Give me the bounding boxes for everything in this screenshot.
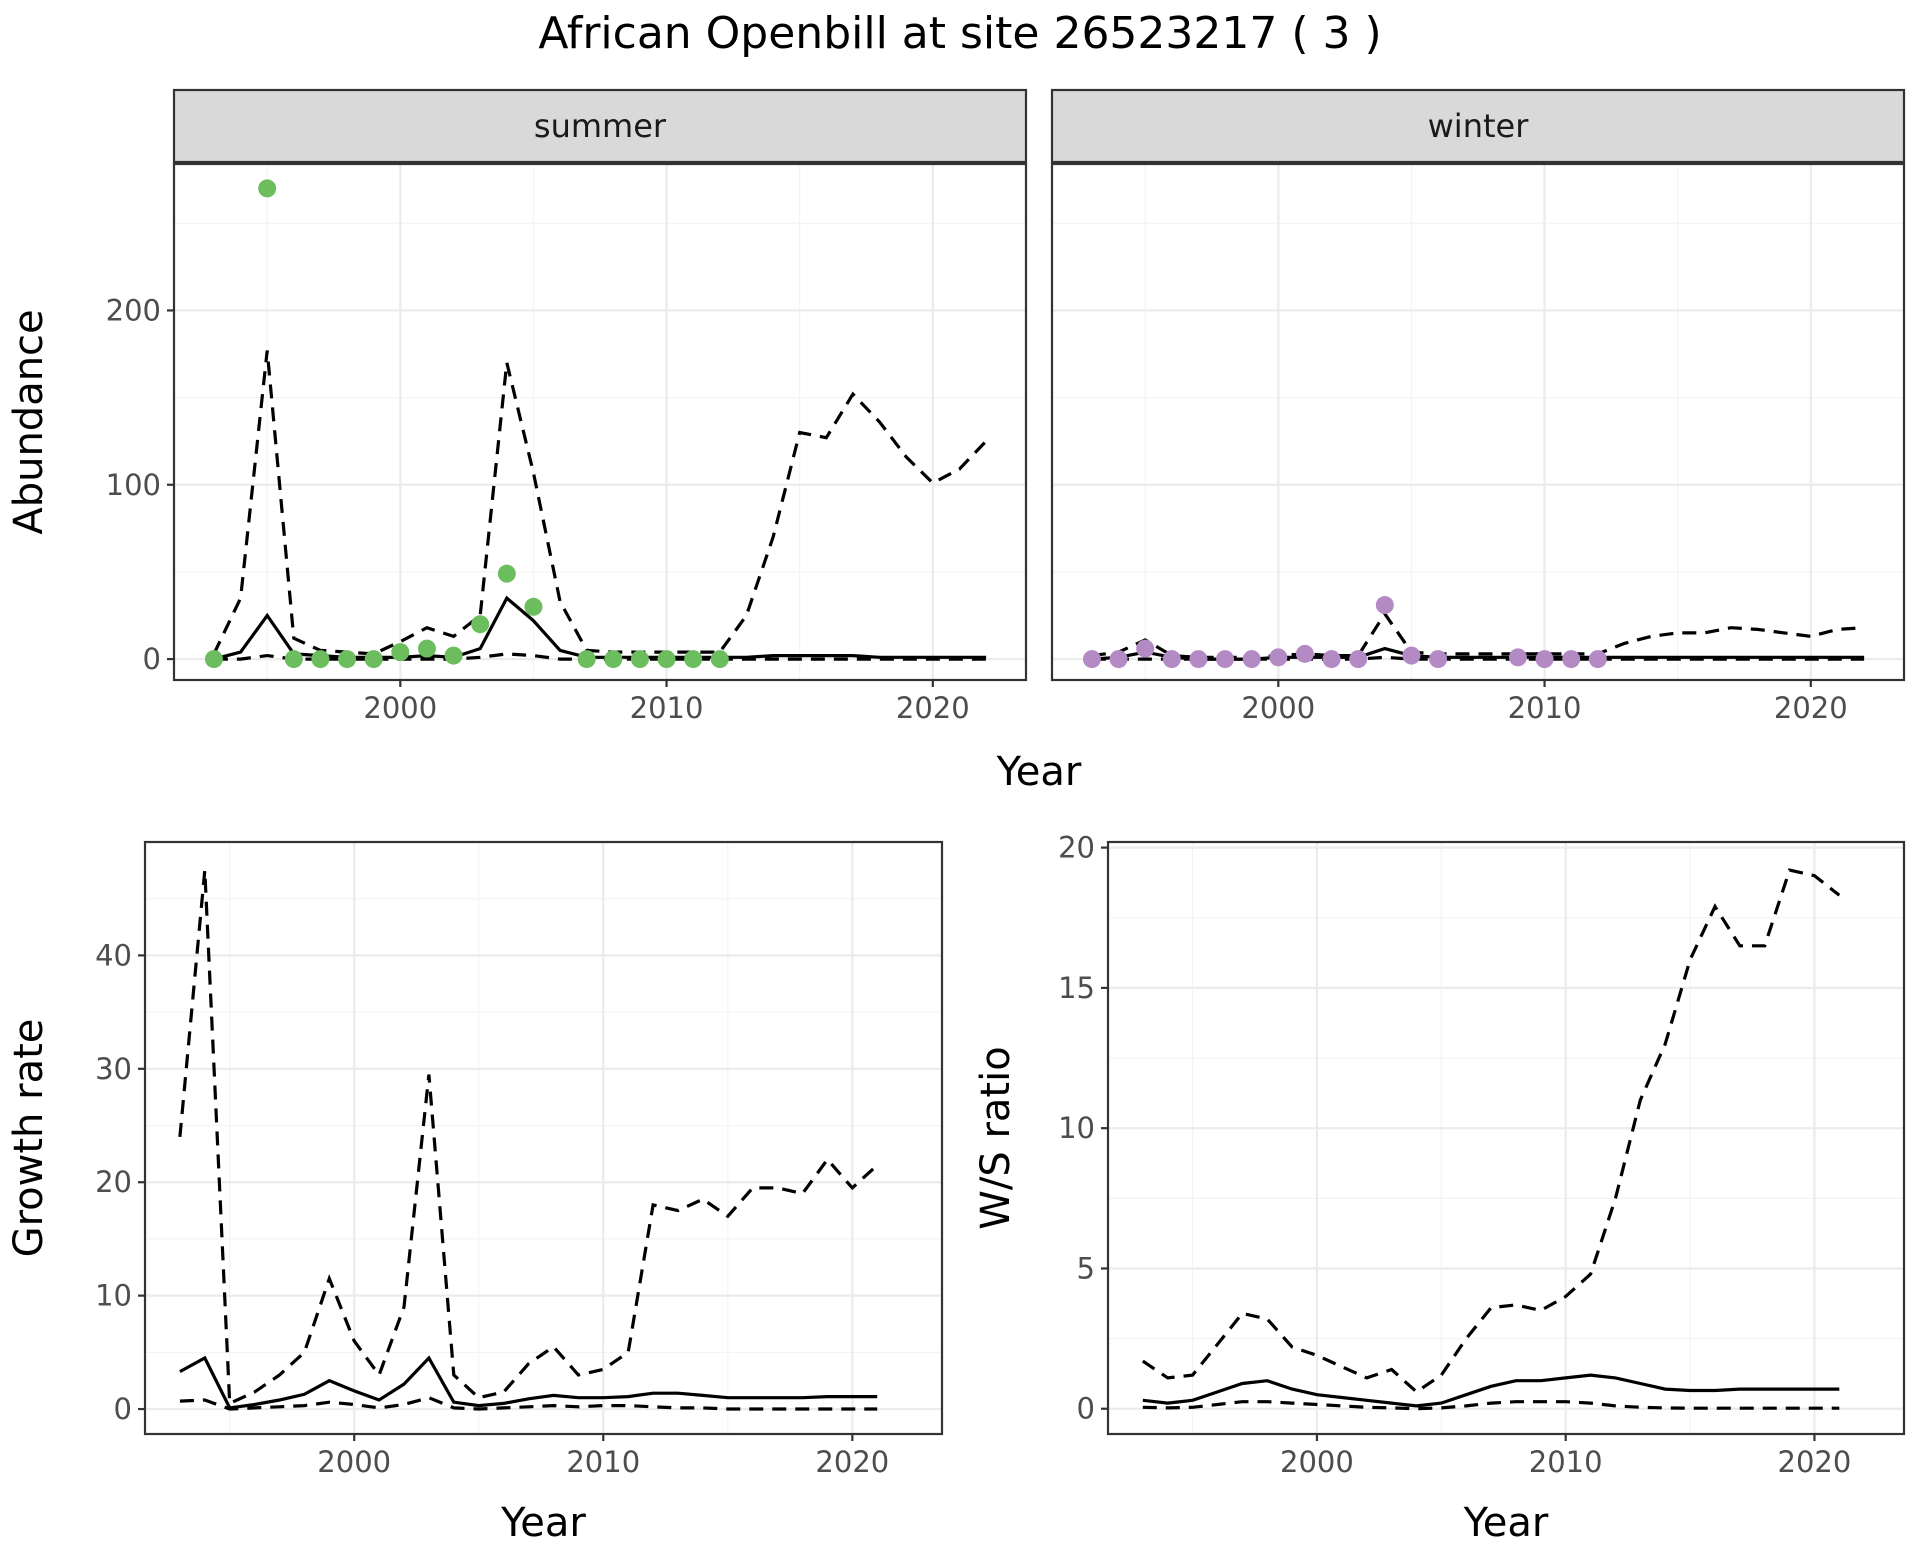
winter-observation-point	[1136, 639, 1155, 658]
winter-observation-point	[1322, 650, 1341, 669]
y-tick-label: 100	[106, 468, 161, 502]
x-tick-label: 2020	[1774, 691, 1848, 725]
ratio-estimate-line	[1142, 1373, 1840, 1408]
winter-observation-point	[1162, 650, 1181, 669]
winter-observation-point	[1109, 650, 1128, 669]
growth-estimate-line	[179, 1355, 878, 1410]
top-x-axis-title: Year	[996, 749, 1082, 795]
growth-x-axis-title: Year	[500, 1500, 586, 1546]
y-tick-label: 15	[1058, 971, 1095, 1005]
y-tick-label: 20	[1058, 831, 1095, 865]
winter-observation-point	[1242, 650, 1261, 669]
x-tick-label: 2020	[815, 1445, 889, 1479]
winter-strip	[1050, 88, 1906, 164]
winter-observation-point	[1535, 650, 1554, 669]
winter-panel: winter 2000 2010 2020	[1050, 88, 1906, 725]
summer-lower-line	[213, 652, 987, 661]
x-tick-label: 2010	[566, 1445, 640, 1479]
x-tick-label: 2020	[896, 691, 970, 725]
winter-panel-border	[1050, 162, 1906, 682]
ratio-upper-line	[1141, 868, 1841, 1394]
summer-panel: summer 2000 2010 2020 0 100 200 Abundance	[6, 88, 1028, 725]
summer-observation-point	[524, 597, 543, 616]
summer-observation-point	[417, 639, 436, 658]
ratio-x-axis-title: Year	[1463, 1500, 1549, 1546]
winter-observation-point	[1375, 596, 1394, 615]
x-tick-label: 2020	[1778, 1445, 1852, 1479]
ratio-panel-border	[1106, 840, 1906, 1436]
y-tick-label: 0	[143, 642, 161, 676]
growth-lower-line	[179, 1396, 878, 1411]
summer-observation-point	[258, 179, 277, 198]
summer-estimate-line	[213, 595, 987, 661]
winter-observation-point	[1349, 650, 1368, 669]
y-tick-label: 5	[1077, 1251, 1095, 1285]
winter-observation-point	[1269, 648, 1288, 667]
winter-observation-point	[1508, 648, 1527, 667]
winter-observation-point	[1588, 650, 1607, 669]
y-tick-label: 200	[106, 293, 161, 327]
summer-observation-point	[471, 615, 490, 634]
x-tick-label: 2010	[630, 691, 704, 725]
summer-observation-point	[364, 650, 383, 669]
summer-y-axis-title: Abundance	[6, 309, 52, 534]
figure-title: African Openbill at site 26523217 ( 3 )	[538, 8, 1381, 59]
summer-observation-point	[204, 650, 223, 669]
summer-observation-point	[604, 650, 623, 669]
y-tick-label: 30	[95, 1052, 132, 1086]
growth-upper-line	[178, 870, 879, 1406]
winter-observation-point	[1082, 650, 1101, 669]
winter-upper-line	[1091, 610, 1865, 659]
x-tick-label: 2000	[1280, 1445, 1354, 1479]
ratio-panel: 2000 2010 2020 0 5 10 15 20 W/S ratio Year	[973, 831, 1906, 1546]
x-tick-label: 2000	[363, 691, 437, 725]
summer-observation-point	[577, 650, 596, 669]
summer-observation-point	[497, 564, 516, 583]
summer-strip	[172, 88, 1028, 164]
winter-strip-label: winter	[1428, 107, 1530, 145]
x-tick-label: 2010	[1508, 691, 1582, 725]
winter-observation-point	[1562, 650, 1581, 669]
summer-observation-point	[338, 650, 357, 669]
winter-observation-point	[1295, 644, 1314, 663]
summer-observation-point	[630, 650, 649, 669]
ratio-y-axis-title: W/S ratio	[973, 1046, 1019, 1229]
summer-observation-point	[311, 650, 330, 669]
summer-strip-label: summer	[534, 107, 667, 145]
summer-observation-point	[391, 643, 410, 662]
growth-y-axis-title: Growth rate	[6, 1019, 52, 1258]
winter-observation-point	[1429, 650, 1448, 669]
y-tick-label: 40	[95, 938, 132, 972]
winter-observation-point	[1402, 646, 1421, 665]
y-tick-label: 10	[1058, 1111, 1095, 1145]
summer-observation-point	[710, 650, 729, 669]
winter-observation-point	[1189, 650, 1208, 669]
y-tick-label: 0	[114, 1392, 132, 1426]
ratio-lower-line	[1142, 1400, 1840, 1411]
summer-observation-point	[684, 650, 703, 669]
y-tick-label: 0	[1077, 1392, 1095, 1426]
summer-panel-border	[172, 162, 1028, 682]
summer-upper-line	[212, 350, 988, 656]
summer-observation-point	[444, 646, 463, 665]
y-tick-label: 10	[95, 1279, 132, 1313]
summer-observation-point	[657, 650, 676, 669]
x-tick-label: 2000	[1241, 691, 1315, 725]
growth-panel-border	[143, 840, 944, 1436]
y-tick-label: 20	[95, 1165, 132, 1199]
summer-observation-point	[284, 650, 303, 669]
growth-panel: 2000 2010 2020 0 10 20 30 40 Growth rate Year	[6, 840, 944, 1546]
x-tick-label: 2000	[317, 1445, 391, 1479]
x-tick-label: 2010	[1529, 1445, 1603, 1479]
winter-observation-point	[1216, 650, 1235, 669]
